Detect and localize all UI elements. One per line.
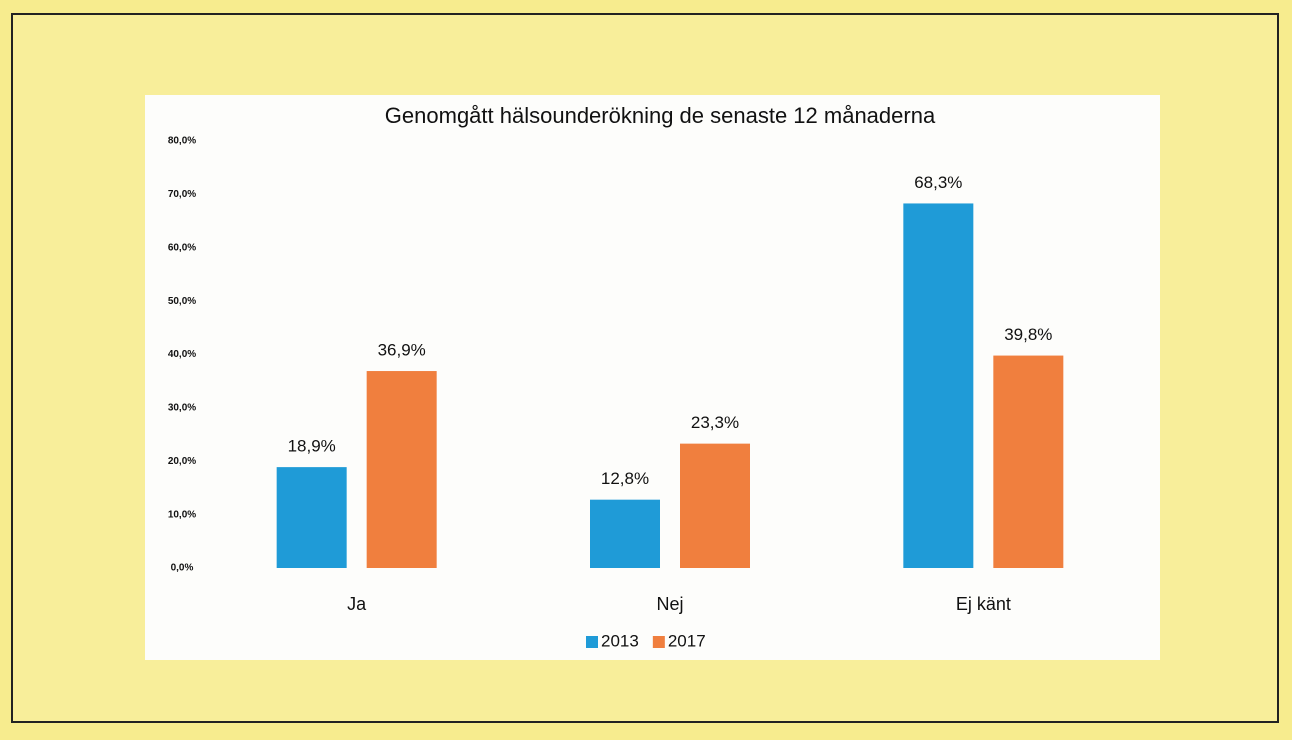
legend-label: 2017 (668, 631, 706, 650)
y-tick-label: 0,0% (171, 563, 194, 574)
legend-label: 2013 (601, 631, 639, 650)
y-tick-label: 60,0% (168, 242, 196, 253)
y-tick-label: 70,0% (168, 189, 196, 200)
bar (903, 203, 974, 569)
y-tick-label: 30,0% (168, 403, 196, 414)
value-label: 68,3% (914, 173, 962, 192)
legend-swatch (652, 636, 665, 648)
x-tick-label: Nej (656, 594, 683, 614)
bar (276, 467, 347, 568)
y-tick-label: 80,0% (168, 136, 196, 147)
bar (590, 499, 660, 568)
value-label: 23,3% (691, 413, 739, 432)
value-label: 36,9% (378, 341, 426, 360)
value-label: 18,9% (288, 437, 336, 456)
y-tick-label: 10,0% (168, 509, 196, 520)
chart-title: Genomgått hälsounderökning de senaste 12… (385, 103, 936, 128)
bar (680, 443, 750, 568)
bar (993, 355, 1064, 568)
value-label: 39,8% (1004, 325, 1052, 344)
bar (366, 371, 437, 568)
y-tick-label: 40,0% (168, 349, 196, 360)
y-tick-label: 20,0% (168, 456, 196, 467)
value-label: 12,8% (601, 469, 649, 488)
x-tick-label: Ej känt (956, 594, 1011, 614)
legend-swatch (586, 636, 598, 648)
y-tick-label: 50,0% (168, 296, 196, 307)
x-tick-label: Ja (347, 594, 367, 614)
